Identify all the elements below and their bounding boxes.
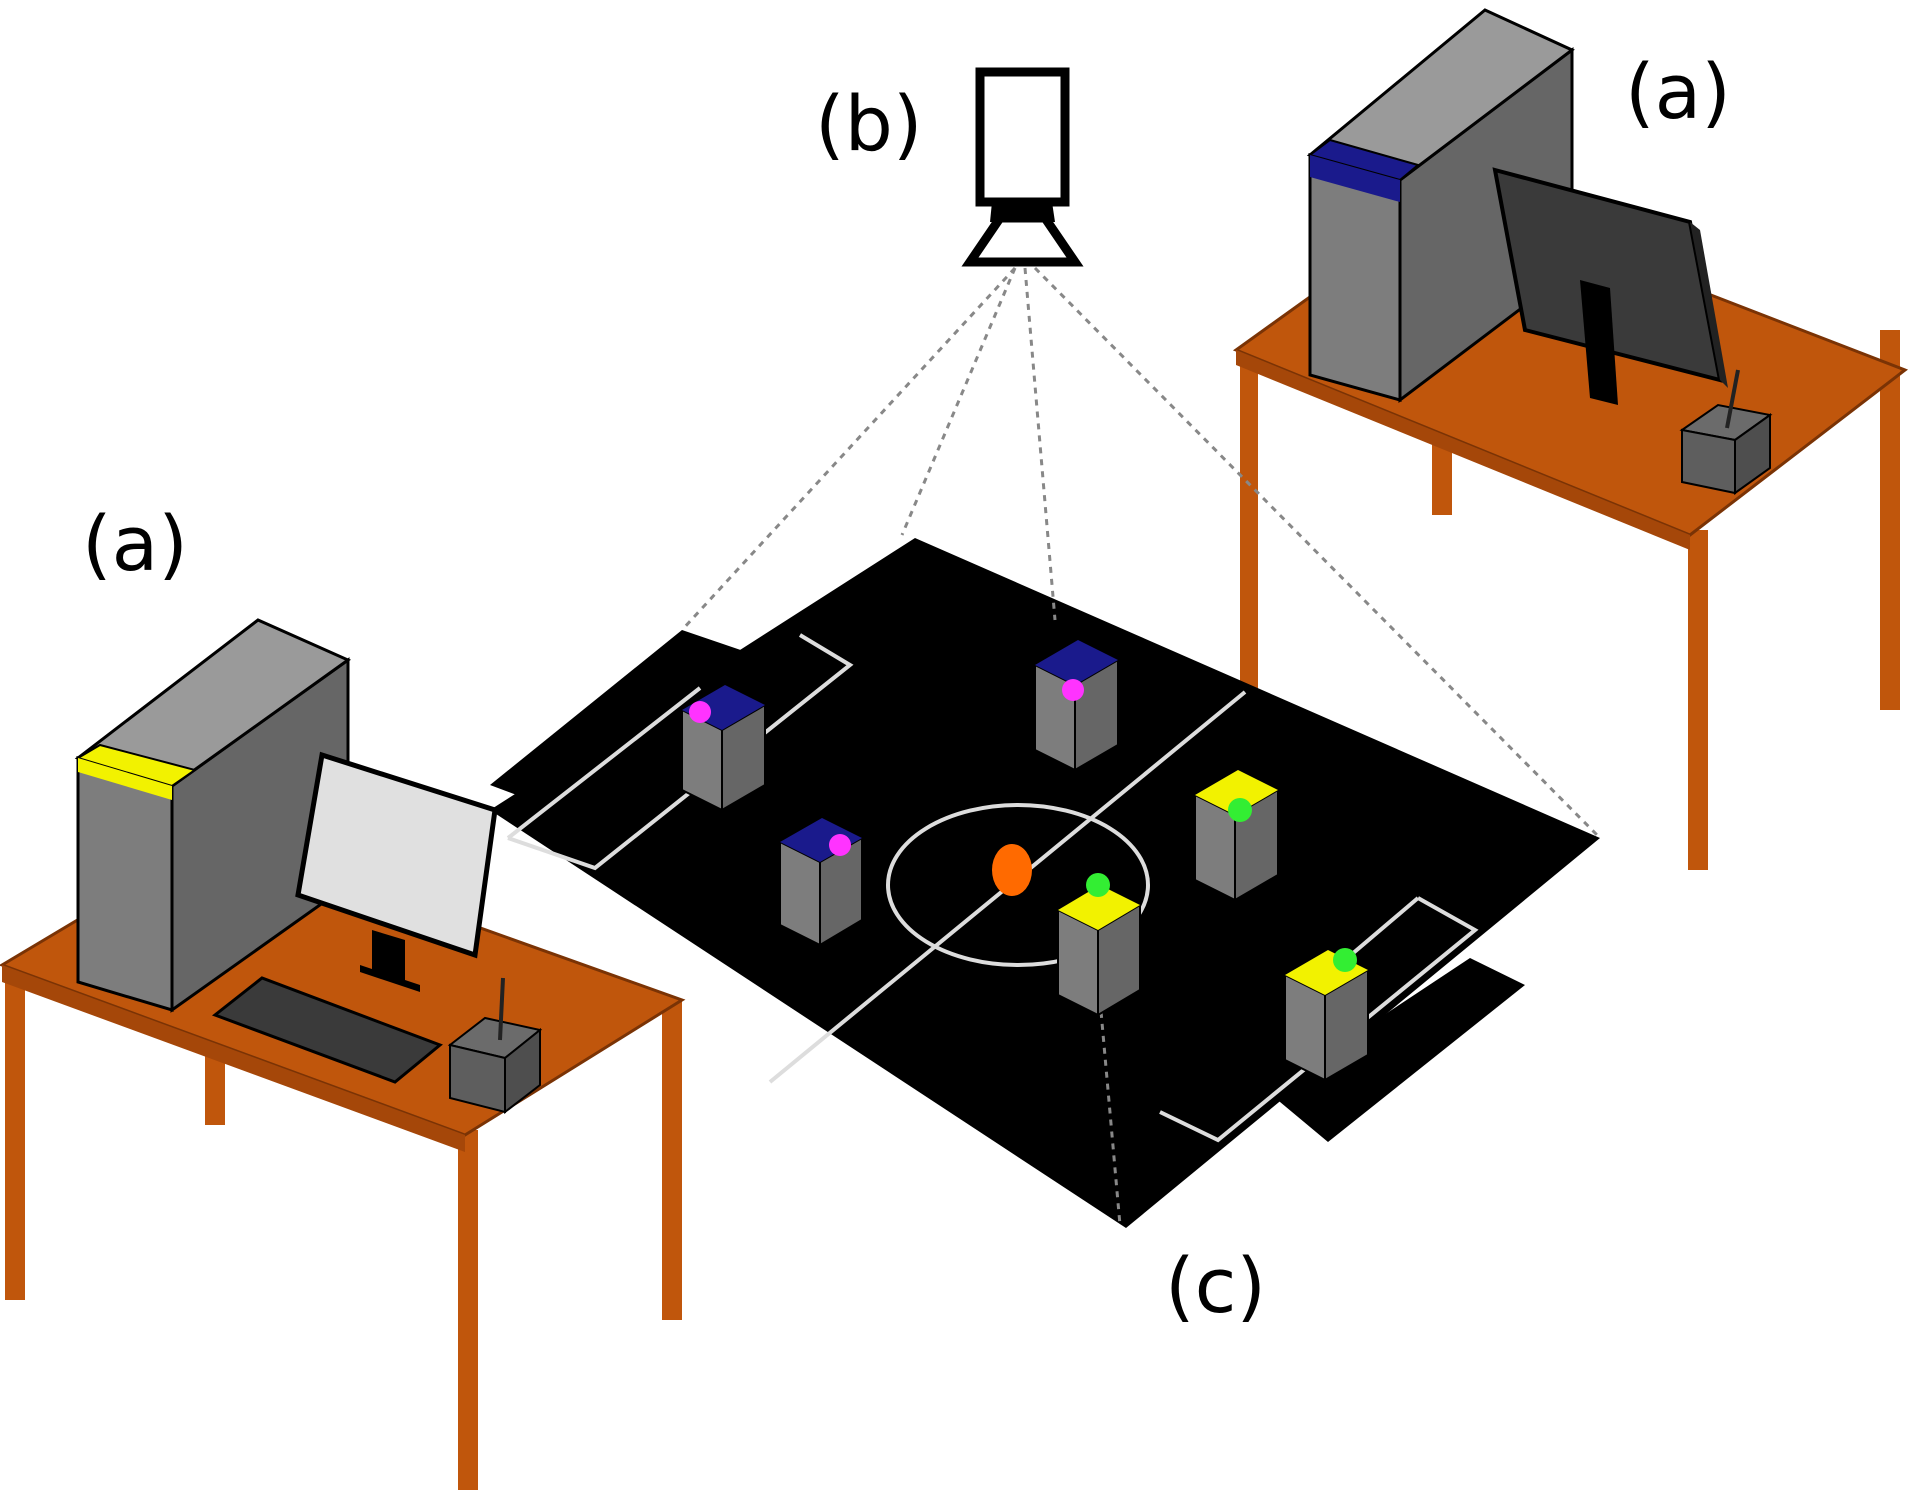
label-camera: (b) bbox=[815, 79, 923, 168]
robot-icon bbox=[1057, 873, 1141, 1017]
label-field: (c) bbox=[1165, 1241, 1266, 1330]
radio-transmitter-icon bbox=[447, 977, 543, 1115]
label-computer-left: (a) bbox=[82, 499, 188, 588]
camera-field-of-view bbox=[680, 266, 1602, 1226]
keyboard-icon bbox=[211, 976, 443, 1084]
robot-icon bbox=[1194, 770, 1279, 902]
camera-icon bbox=[961, 67, 1084, 267]
monitor-icon bbox=[295, 751, 498, 992]
robot-icon bbox=[681, 685, 766, 812]
monitor-icon bbox=[1492, 167, 1728, 405]
computer-tower-icon bbox=[74, 618, 352, 1013]
center-circle bbox=[886, 803, 1150, 967]
radio-transmitter-icon bbox=[1679, 369, 1773, 495]
robot-icon bbox=[779, 818, 863, 947]
ball-icon bbox=[992, 844, 1032, 896]
label-computer-right: (a) bbox=[1625, 47, 1731, 136]
robot-icon bbox=[1284, 948, 1369, 1082]
robot-icon bbox=[1034, 640, 1119, 772]
soccer-field bbox=[490, 538, 1600, 1228]
